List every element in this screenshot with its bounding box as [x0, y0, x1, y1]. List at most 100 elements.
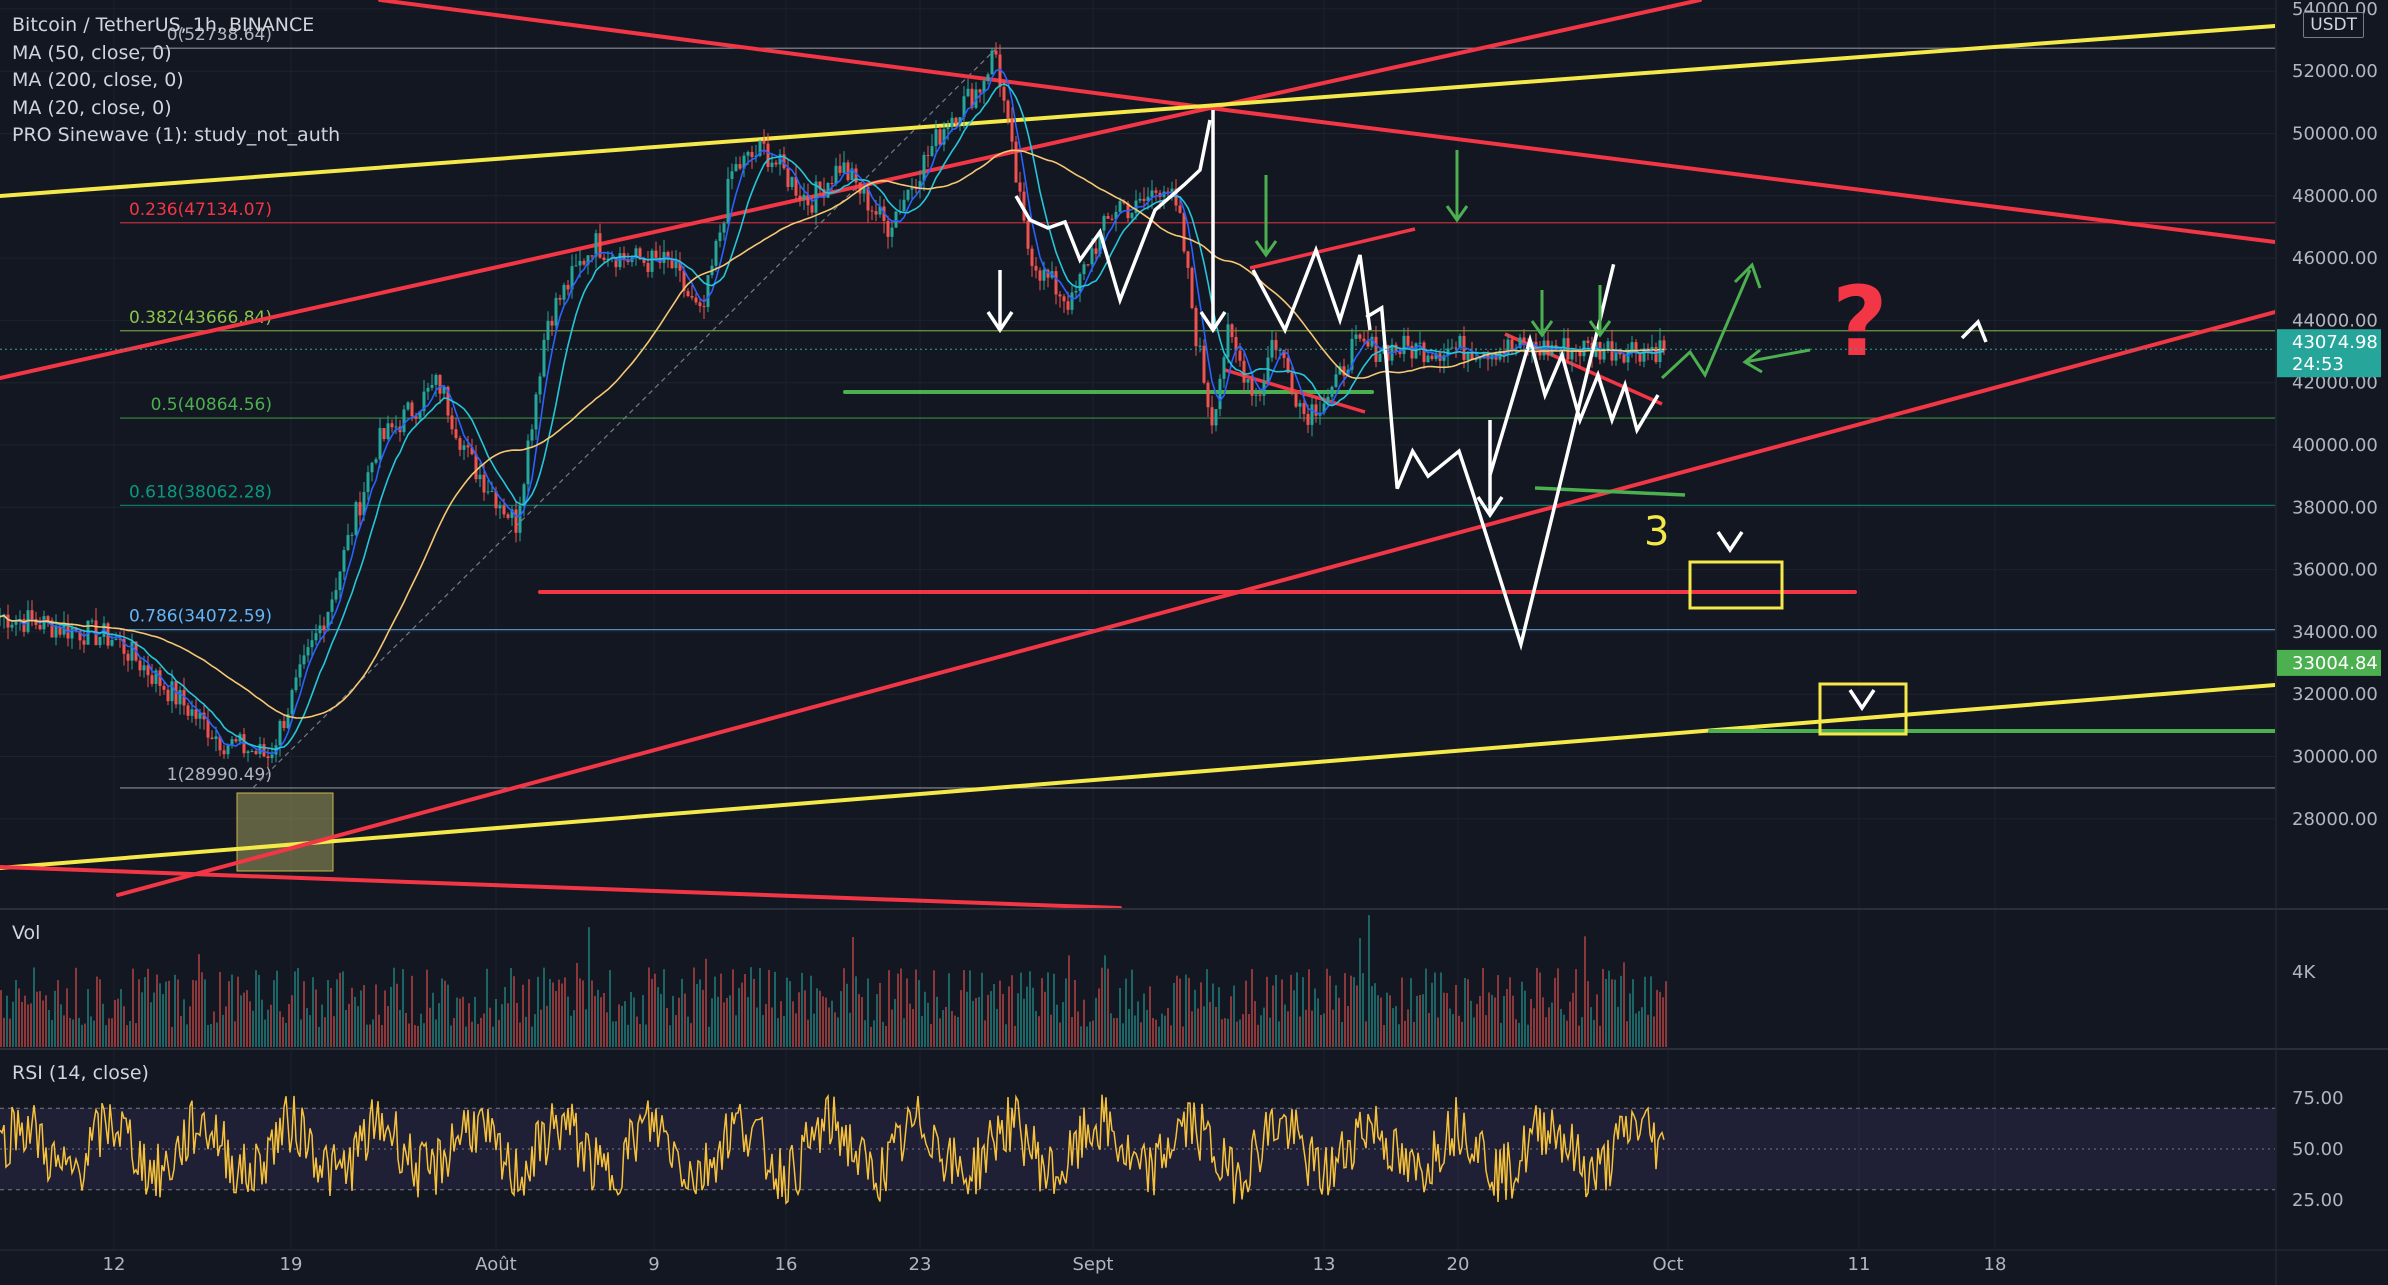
- candle-body: [218, 736, 222, 751]
- candle-body: [502, 505, 506, 515]
- volume-bar: [1371, 986, 1373, 1047]
- time-tick: 18: [1984, 1254, 2007, 1275]
- candle-body: [1450, 347, 1454, 349]
- currency-label[interactable]: USDT: [2303, 12, 2364, 38]
- volume-bar: [6, 995, 8, 1047]
- price-axis[interactable]: 4K56000.0054000.0052000.0050000.0048000.…: [0, 0, 2381, 1211]
- volume-bar: [990, 991, 992, 1047]
- volume-bar: [1536, 967, 1538, 1047]
- volume-bar: [1173, 982, 1175, 1047]
- indicator-ma20[interactable]: MA (20, close, 0): [12, 96, 172, 119]
- volume-bar: [84, 1023, 86, 1047]
- candle-body: [402, 409, 406, 433]
- volume-bar: [696, 984, 698, 1047]
- candle-body: [470, 447, 474, 455]
- volume-bar: [729, 995, 731, 1047]
- arrow-head: [1530, 320, 1554, 338]
- candle-body: [642, 259, 646, 263]
- trend-lines[interactable]: [0, 0, 2275, 908]
- volume-bar: [267, 1009, 269, 1047]
- volume-bar: [282, 1017, 284, 1047]
- symbol-title[interactable]: Bitcoin / TetherUS, 1h, BINANCE: [12, 14, 315, 36]
- volume-bar: [1281, 979, 1283, 1047]
- candle-body: [1578, 350, 1582, 357]
- volume-bar: [942, 1010, 944, 1047]
- volume-bar: [105, 1025, 107, 1047]
- volume-bar: [1056, 1004, 1058, 1047]
- candle-body: [650, 250, 654, 272]
- candle-body: [146, 665, 150, 676]
- time-axis[interactable]: 12 19 Août 9 16 23 Sept 13 20 Oct 11 18: [103, 1254, 2007, 1275]
- volume-bar: [771, 1007, 773, 1047]
- volume-bar: [240, 995, 242, 1047]
- volume-bar: [1209, 1001, 1211, 1047]
- volume-bar: [633, 997, 635, 1047]
- indicator-ma200[interactable]: MA (200, close, 0): [12, 69, 184, 91]
- candle-body: [798, 195, 802, 200]
- volume-bar: [561, 983, 563, 1047]
- fibonacci-retracement[interactable]: 0(52738.64) 0.236(47134.07) 0.382(43666.84…: [120, 25, 2275, 872]
- volume-bar: [534, 1014, 536, 1047]
- volume-bar: [951, 1011, 953, 1047]
- fib-label: 0.618(38062.28): [129, 482, 272, 502]
- volume-bar: [1284, 1004, 1286, 1047]
- volume-bar: [129, 1021, 131, 1047]
- candle-body: [846, 162, 850, 181]
- candle-body: [894, 211, 898, 228]
- candle-body: [454, 429, 458, 439]
- volume-bar: [924, 991, 926, 1047]
- volume-bar: [684, 993, 686, 1047]
- candle-body: [1642, 348, 1646, 362]
- volume-bar: [414, 1024, 416, 1047]
- arrow-head: [1733, 262, 1762, 289]
- candle-body: [1570, 348, 1574, 360]
- candle-body: [1438, 353, 1442, 361]
- volume-bar: [963, 970, 965, 1047]
- candle-body: [730, 171, 734, 179]
- volume-bar: [456, 997, 458, 1047]
- volume-bar: [558, 979, 560, 1047]
- candle-body: [298, 664, 302, 678]
- volume-bar: [933, 970, 935, 1047]
- candle-body: [358, 502, 362, 516]
- volume-bar: [1077, 1011, 1079, 1047]
- volume-bar: [930, 1023, 932, 1047]
- volume-bar: [1566, 1020, 1568, 1047]
- volume-bar: [174, 974, 176, 1047]
- trend-line: [0, 106, 1212, 380]
- trend-line: [1208, 106, 2275, 244]
- candle-body: [1114, 211, 1118, 220]
- candle-body: [54, 626, 58, 638]
- volume-bar: [744, 974, 746, 1047]
- candle-body: [962, 96, 966, 118]
- volume-bar: [252, 1010, 254, 1047]
- volume-bar: [1437, 1017, 1439, 1047]
- volume-bar: [1161, 1013, 1163, 1047]
- candle-body: [1306, 413, 1310, 425]
- candle-body: [1386, 345, 1390, 361]
- indicator-sinewave[interactable]: PRO Sinewave (1): study_not_auth: [12, 124, 341, 146]
- volume-bar: [231, 974, 233, 1047]
- volume-bar: [306, 1008, 308, 1047]
- annotations[interactable]: 3?: [986, 110, 1988, 736]
- volume-bar: [1287, 1011, 1289, 1047]
- candle-body: [150, 675, 154, 684]
- candle-body: [670, 258, 674, 269]
- candle-body: [354, 502, 358, 535]
- candle-body: [382, 428, 386, 439]
- volume-bar: [636, 1016, 638, 1047]
- volume-bar: [405, 1012, 407, 1047]
- volume-bar: [204, 979, 206, 1047]
- volume-bar: [759, 967, 761, 1047]
- candle-body: [1434, 353, 1438, 360]
- candle-body: [874, 211, 878, 215]
- volume-bar: [897, 973, 899, 1047]
- volume-bar: [1059, 1022, 1061, 1047]
- price-tick: 36000.00: [2292, 560, 2378, 581]
- arrow-head: [1199, 311, 1227, 334]
- candle-body: [1466, 352, 1470, 360]
- volume-bar: [1374, 983, 1376, 1047]
- price-tick: 40000.00: [2292, 435, 2378, 456]
- indicator-ma50[interactable]: MA (50, close, 0): [12, 41, 172, 64]
